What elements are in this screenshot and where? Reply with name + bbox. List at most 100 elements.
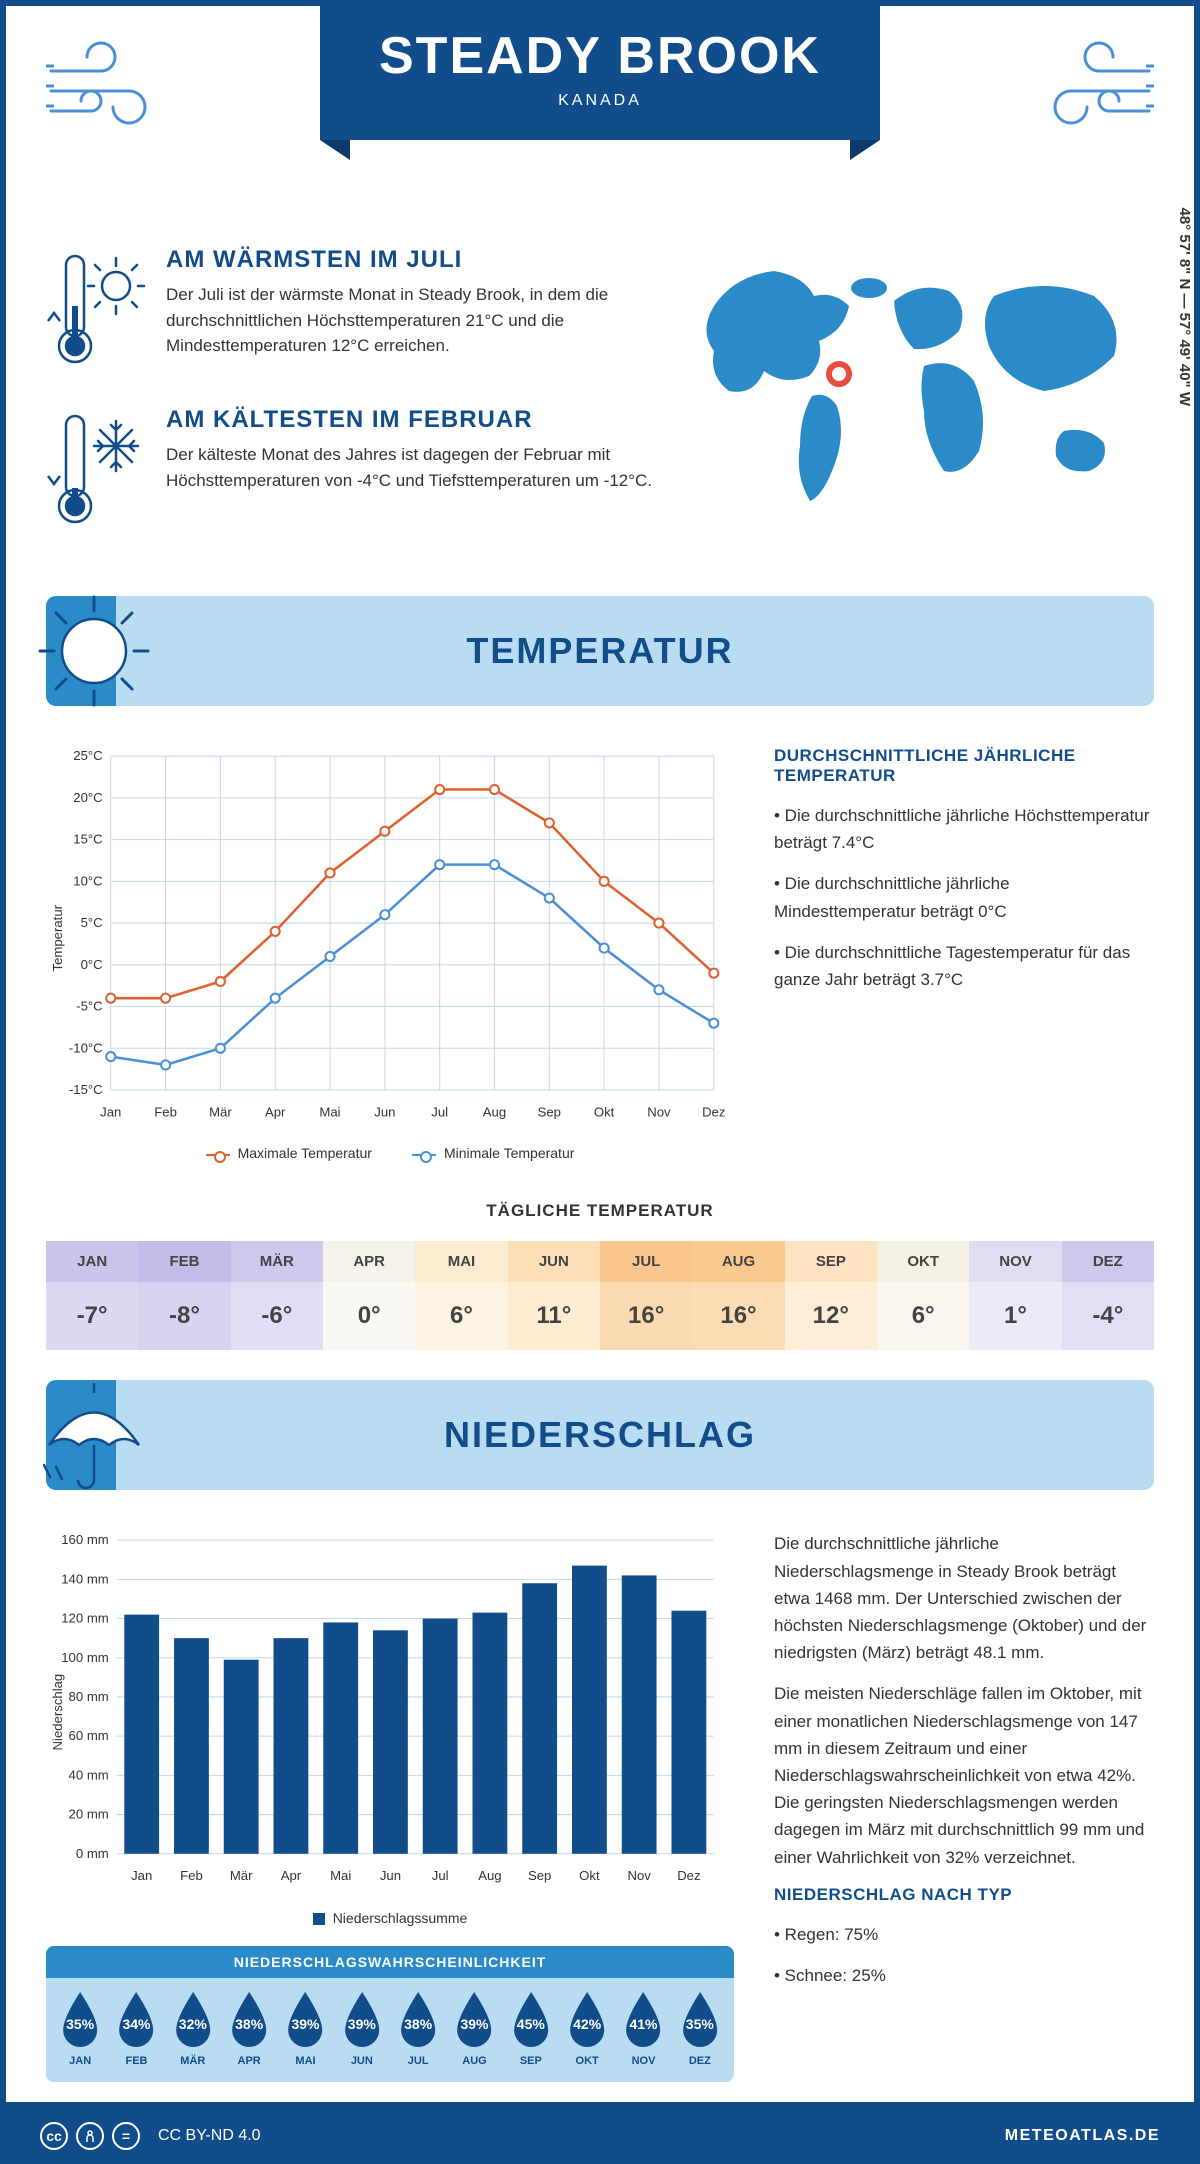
daily-temp-month: SEP: [785, 1241, 877, 1282]
precip-prob-month: MÄR: [167, 2055, 219, 2067]
svg-text:Jul: Jul: [432, 1869, 449, 1884]
svg-text:Mär: Mär: [209, 1104, 232, 1119]
svg-text:60 mm: 60 mm: [69, 1729, 109, 1744]
temperature-title: TEMPERATUR: [466, 630, 733, 672]
precip-type-bullets: • Regen: 75%• Schnee: 25%: [774, 1921, 1154, 1989]
svg-text:Aug: Aug: [478, 1869, 501, 1884]
license-label: CC BY-ND 4.0: [158, 2127, 261, 2145]
precip-type-bullet: • Schnee: 25%: [774, 1962, 1154, 1989]
wind-icon: [1024, 36, 1154, 136]
precip-p2: Die meisten Niederschläge fallen im Okto…: [774, 1680, 1154, 1870]
precip-prob-month: JAN: [54, 2055, 106, 2067]
daily-temp-month: AUG: [692, 1241, 784, 1282]
svg-text:Temperatur: Temperatur: [50, 904, 65, 971]
svg-text:10°C: 10°C: [73, 873, 102, 888]
precip-section-header: NIEDERSCHLAG: [46, 1380, 1154, 1490]
legend-min: Minimale Temperatur: [412, 1145, 574, 1161]
svg-text:120 mm: 120 mm: [61, 1611, 109, 1626]
svg-text:-15°C: -15°C: [69, 1082, 103, 1097]
location-marker-icon: [829, 364, 849, 384]
annual-temp-bullets: • Die durchschnittliche jährliche Höchst…: [774, 802, 1154, 993]
daily-temp-heading: TÄGLICHE TEMPERATUR: [46, 1201, 1154, 1221]
precip-prob-drop: 38%APR: [223, 1988, 275, 2067]
daily-temp-month: OKT: [877, 1241, 969, 1282]
svg-text:20 mm: 20 mm: [69, 1807, 109, 1822]
svg-text:Apr: Apr: [265, 1104, 286, 1119]
svg-text:80 mm: 80 mm: [69, 1689, 109, 1704]
precip-p1: Die durchschnittliche jährliche Niedersc…: [774, 1530, 1154, 1666]
thermometer-hot-icon: [46, 246, 146, 376]
temperature-line-chart: -15°C-10°C-5°C0°C5°C10°C15°C20°C25°CJanF…: [46, 746, 734, 1161]
precip-prob-drop: 34% FEB: [110, 1988, 162, 2067]
daily-temp-value: -7°: [46, 1282, 138, 1350]
precip-prob-row: 35%JAN34%FEB32%MÄR38%APR39%MAI39%JUN38%J…: [46, 1978, 734, 2077]
legend-max: Maximale Temperatur: [206, 1145, 372, 1161]
svg-text:Mai: Mai: [330, 1869, 351, 1884]
precip-prob-value: 39%: [448, 2016, 500, 2032]
sun-icon: [34, 591, 154, 711]
svg-text:Dez: Dez: [677, 1869, 700, 1884]
temperature-chart-row: -15°C-10°C-5°C0°C5°C10°C15°C20°C25°CJanF…: [46, 746, 1154, 1161]
precip-prob-value: 35%: [674, 2016, 726, 2032]
svg-text:Jun: Jun: [374, 1104, 395, 1119]
umbrella-icon: [34, 1375, 154, 1495]
precip-prob-value: 34%: [110, 2016, 162, 2032]
precip-prob-value: 38%: [392, 2016, 444, 2032]
svg-text:160 mm: 160 mm: [61, 1533, 109, 1548]
precip-prob-month: JUN: [336, 2055, 388, 2067]
annual-temp-heading: DURCHSCHNITTLICHE JÄHRLICHE TEMPERATUR: [774, 746, 1154, 786]
daily-temp-value: 12°: [785, 1282, 877, 1350]
precip-probability-box: NIEDERSCHLAGSWAHRSCHEINLICHKEIT 35% JAN 34…: [46, 1946, 734, 2082]
precip-prob-drop: 42%OKT: [561, 1988, 613, 2067]
precip-prob-title: NIEDERSCHLAGSWAHRSCHEINLICHKEIT: [46, 1946, 734, 1978]
precip-prob-value: 39%: [279, 2016, 331, 2032]
coldest-heading: AM KÄLTESTEN IM FEBRUAR: [166, 406, 654, 434]
city-title: STEADY BROOK: [350, 26, 850, 86]
wind-icon: [46, 36, 176, 136]
coldest-block: AM KÄLTESTEN IM FEBRUAR Der kälteste Mon…: [46, 406, 654, 536]
svg-text:Sep: Sep: [528, 1869, 551, 1884]
daily-temp-value: 11°: [508, 1282, 600, 1350]
precip-prob-drop: 39% JUN: [336, 1988, 388, 2067]
precip-prob-drop: 39%MAI: [279, 1988, 331, 2067]
svg-text:Okt: Okt: [594, 1104, 615, 1119]
svg-text:5°C: 5°C: [81, 915, 103, 930]
daily-temp-month: NOV: [969, 1241, 1061, 1282]
license-block: cc = CC BY-ND 4.0: [40, 2122, 261, 2150]
daily-temp-table: JANFEBMÄRAPRMAIJUNJULAUGSEPOKTNOVDEZ-7°-…: [46, 1241, 1154, 1350]
precip-prob-month: JUL: [392, 2055, 444, 2067]
daily-temp-value: -8°: [138, 1282, 230, 1350]
svg-text:-5°C: -5°C: [76, 999, 102, 1014]
infographic-frame: STEADY BROOK KANADA AM WÄRMSTEN IM JULI …: [0, 0, 1200, 2108]
title-banner: STEADY BROOK KANADA: [320, 6, 880, 140]
precip-prob-month: FEB: [110, 2055, 162, 2067]
svg-text:Dez: Dez: [702, 1104, 725, 1119]
precip-title: NIEDERSCHLAG: [444, 1414, 756, 1456]
daily-temp-month: JUL: [600, 1241, 692, 1282]
svg-text:Mai: Mai: [319, 1104, 340, 1119]
svg-text:20°C: 20°C: [73, 790, 102, 805]
daily-temp-month: FEB: [138, 1241, 230, 1282]
svg-text:Niederschlag: Niederschlag: [50, 1674, 65, 1751]
precip-prob-value: 38%: [223, 2016, 275, 2032]
cc-icon: cc: [40, 2122, 68, 2150]
footer: cc = CC BY-ND 4.0 METEOATLAS.DE: [0, 2108, 1200, 2164]
precip-prob-value: 39%: [336, 2016, 388, 2032]
daily-temp-value: -4°: [1062, 1282, 1154, 1350]
warmest-block: AM WÄRMSTEN IM JULI Der Juli ist der wär…: [46, 246, 654, 376]
coordinates-label: 48° 57' 8" N — 57° 49' 40" W: [1176, 208, 1193, 406]
svg-text:Feb: Feb: [154, 1104, 177, 1119]
precip-prob-month: NOV: [617, 2055, 669, 2067]
precip-bar-chart: 0 mm20 mm40 mm60 mm80 mm100 mm120 mm140 …: [46, 1530, 734, 2081]
precip-prob-drop: 38% JUL: [392, 1988, 444, 2067]
warmest-text: Der Juli ist der wärmste Monat in Steady…: [166, 282, 654, 359]
precip-prob-drop: 45%SEP: [505, 1988, 557, 2067]
svg-text:Feb: Feb: [180, 1869, 203, 1884]
header: STEADY BROOK KANADA: [46, 6, 1154, 206]
coldest-text: Der kälteste Monat des Jahres ist dagege…: [166, 442, 654, 493]
summary-row: AM WÄRMSTEN IM JULI Der Juli ist der wär…: [46, 246, 1154, 566]
world-map-box: 48° 57' 8" N — 57° 49' 40" W: [694, 246, 1154, 566]
svg-text:Jan: Jan: [100, 1104, 121, 1119]
svg-text:0 mm: 0 mm: [76, 1846, 109, 1861]
temperature-section-header: TEMPERATUR: [46, 596, 1154, 706]
